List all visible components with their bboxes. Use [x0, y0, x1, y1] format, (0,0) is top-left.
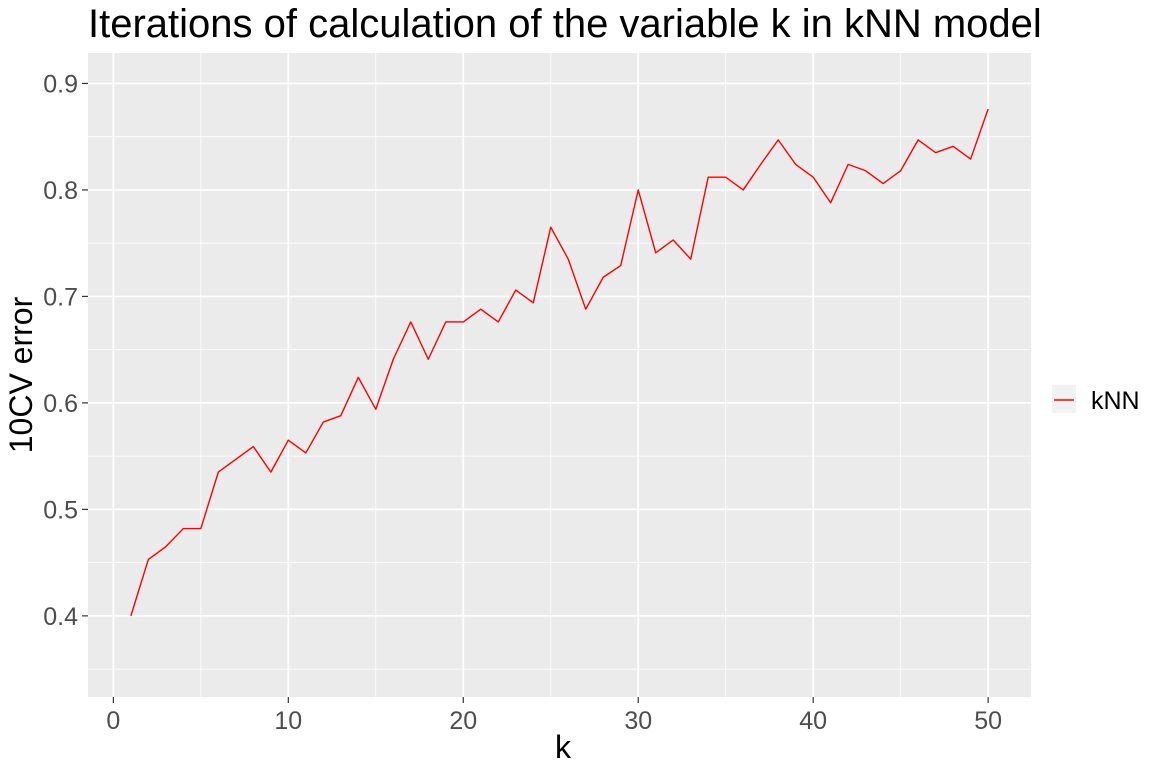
- y-tick-label: 0.5: [43, 496, 78, 524]
- y-axis-ticks: 0.4 0.5 0.6 0.7 0.8 0.9: [43, 70, 88, 631]
- x-axis-ticks: 0 10 20 30 40 50: [106, 697, 1002, 735]
- y-tick-label: 0.6: [43, 390, 78, 418]
- x-tick-label: 20: [449, 707, 477, 735]
- series-layer: [130, 108, 989, 617]
- x-tick-label: 30: [624, 707, 652, 735]
- minor-gridlines: [88, 53, 1031, 697]
- x-axis-title: k: [555, 729, 572, 765]
- plot-panel: [88, 53, 1031, 697]
- legend: kNN: [1052, 385, 1140, 415]
- x-tick-label: 10: [274, 707, 302, 735]
- series-line-knn: [130, 108, 989, 617]
- y-axis-title: 10CV error: [3, 296, 39, 453]
- chart-title: Iterations of calculation of the variabl…: [88, 2, 1042, 46]
- x-tick-label: 40: [799, 707, 827, 735]
- x-tick-label: 0: [106, 707, 120, 735]
- y-tick-label: 0.4: [43, 603, 78, 631]
- major-gridlines: [88, 53, 1031, 697]
- legend-label-knn: kNN: [1091, 387, 1140, 415]
- x-tick-label: 50: [974, 707, 1002, 735]
- legend-key: [1052, 385, 1076, 413]
- y-tick-label: 0.8: [43, 177, 78, 205]
- y-tick-label: 0.9: [43, 70, 78, 98]
- y-tick-label: 0.7: [43, 283, 78, 311]
